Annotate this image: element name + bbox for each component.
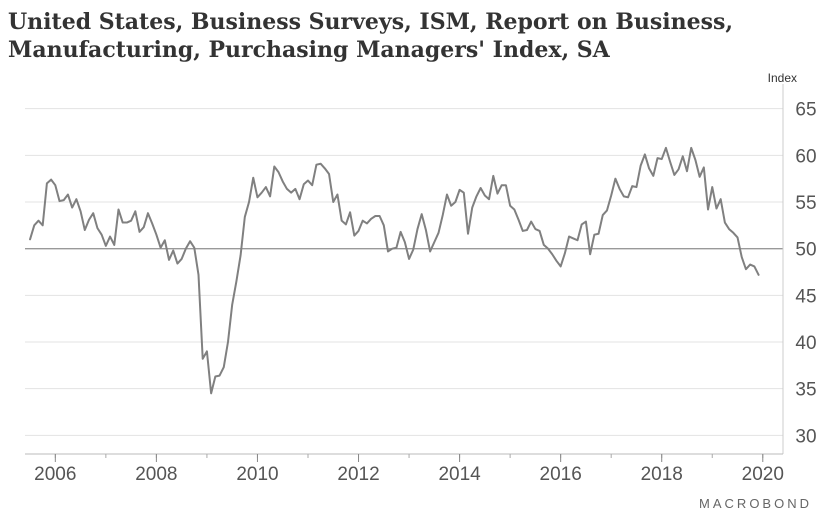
y-tick-label-35: 35 (795, 380, 816, 401)
y-tick-label-40: 40 (795, 333, 816, 354)
y-tick-label-55: 55 (795, 193, 816, 214)
y-axis-unit-label: Index (768, 71, 797, 85)
x-tick-label-2008: 2008 (135, 464, 177, 485)
y-tick-label-50: 50 (795, 240, 816, 261)
y-tick-label-30: 30 (795, 426, 816, 447)
y-tick-label-45: 45 (795, 286, 816, 307)
chart-title: United States, Business Surveys, ISM, Re… (8, 8, 818, 64)
x-tick-label-2012: 2012 (337, 464, 379, 485)
series-layer (29, 146, 760, 395)
macrobond-logo: MACROBOND (699, 496, 812, 511)
series-line-0 (29, 146, 760, 395)
x-tick-label-2018: 2018 (641, 464, 683, 485)
chart-title-line-1: United States, Business Surveys, ISM, Re… (8, 9, 734, 35)
x-tick-label-2014: 2014 (438, 464, 481, 485)
x-tick-label-2020: 2020 (742, 464, 784, 485)
x-tick-label-2016: 2016 (540, 464, 582, 485)
x-tick-label-2006: 2006 (34, 464, 76, 485)
chart-title-line-2: Manufacturing, Purchasing Managers' Inde… (8, 37, 610, 63)
x-tick-label-2010: 2010 (236, 464, 278, 485)
y-tick-label-60: 60 (795, 146, 816, 167)
axes: 30 35 40 45 50 55 60 65 2006 2008 2010 2012 2014 2016… (25, 84, 817, 485)
y-tick-label-65: 65 (795, 100, 816, 121)
